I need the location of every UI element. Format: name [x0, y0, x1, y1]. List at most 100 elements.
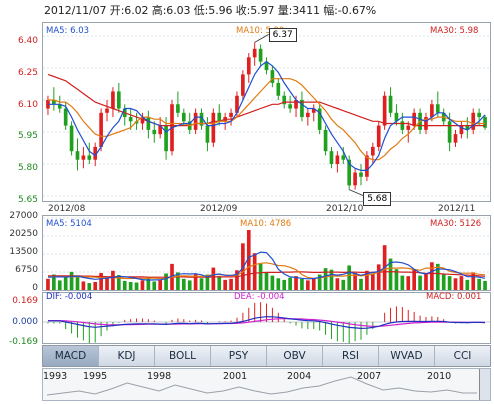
candle-body — [152, 129, 157, 135]
candle-body — [146, 117, 151, 130]
volume-bar — [418, 275, 422, 290]
timeline-year: 1993 — [43, 371, 68, 382]
volume-ytick: 27000 — [9, 211, 38, 221]
candle-body — [300, 100, 304, 118]
x-label: 2012/10 — [326, 204, 364, 214]
timeline-year: 1998 — [147, 371, 172, 382]
volume-bar — [294, 276, 298, 290]
dea-legend: DEA: -0.004 — [234, 292, 285, 302]
volume-bar — [335, 278, 340, 290]
tab-wvad[interactable]: WVAD — [379, 346, 435, 366]
volume-bar — [424, 272, 428, 290]
tab-psy[interactable]: PSY — [211, 346, 267, 366]
candle-body — [81, 155, 86, 160]
candle-body — [447, 121, 452, 143]
candle-body — [63, 108, 68, 126]
candle-body — [394, 112, 399, 122]
dif-legend: DIF: -0.004 — [46, 292, 93, 302]
candle-body — [111, 91, 115, 109]
volume-bar — [306, 280, 310, 290]
candle-body — [199, 112, 204, 126]
price-panel[interactable] — [42, 22, 491, 202]
candle-body — [424, 117, 428, 130]
price-ytick: 6.40 — [17, 36, 38, 46]
volume-bar — [435, 263, 440, 290]
volume-bar — [471, 272, 476, 290]
candle-body — [359, 172, 363, 177]
candle-body — [465, 125, 470, 130]
ma10-line — [48, 78, 485, 161]
price-ytick: 6.25 — [17, 68, 38, 78]
vol-ma10-legend: MA10: 4786 — [240, 219, 292, 229]
volume-bar — [276, 278, 281, 290]
high-callout-leader — [254, 34, 269, 43]
candle-body — [117, 91, 121, 109]
volume-bar — [370, 273, 375, 290]
volume-bar — [300, 278, 304, 290]
candle-body — [99, 112, 103, 147]
volume-bar — [75, 276, 80, 290]
volume-bar — [329, 269, 334, 290]
tab-obv[interactable]: OBV — [267, 346, 323, 366]
volume-bar — [241, 243, 245, 290]
candle-body — [341, 155, 346, 160]
candle-body — [158, 125, 163, 135]
candle-body — [335, 155, 340, 164]
volume-bar — [365, 270, 369, 290]
candle-body — [471, 112, 476, 130]
price-ytick: 5.65 — [17, 195, 38, 205]
volume-ytick: 6750 — [15, 265, 38, 275]
volume-bar — [217, 276, 222, 290]
candle-body — [282, 95, 287, 105]
volume-bar — [288, 277, 292, 290]
timeline-navigator[interactable]: 1993 1995 1998 2001 2004 2007 2010 — [42, 368, 491, 401]
candle-body — [205, 125, 210, 143]
volume-bar — [347, 265, 352, 290]
low-callout-leader — [349, 189, 364, 196]
tab-macd[interactable]: MACD — [43, 346, 99, 366]
candle-body — [176, 104, 180, 113]
volume-bar — [146, 277, 151, 290]
candle-body — [235, 95, 239, 113]
tab-rsi[interactable]: RSI — [323, 346, 379, 366]
volume-bar — [477, 278, 481, 290]
volume-bar — [158, 279, 163, 290]
candle-body — [75, 151, 80, 160]
volume-bar — [105, 278, 109, 290]
volume-bar — [52, 274, 56, 290]
volume-bar — [69, 271, 74, 290]
ma5-line — [48, 60, 486, 171]
volume-bar — [229, 278, 233, 290]
timeline-year: 1995 — [83, 371, 108, 382]
candle-body — [217, 112, 222, 122]
tab-cci[interactable]: CCI — [453, 350, 472, 362]
candle-body — [376, 125, 381, 147]
candle-body — [134, 121, 139, 124]
candle-body — [211, 112, 216, 143]
ma5-legend: MA5: 6.03 — [46, 26, 90, 36]
volume-bar — [223, 279, 227, 290]
timeline-range-handle[interactable] — [479, 369, 490, 400]
price-ytick: 5.80 — [17, 163, 38, 173]
volume-bar — [193, 274, 198, 290]
volume-bar — [122, 280, 127, 290]
candle-body — [412, 112, 416, 126]
candle-body — [323, 129, 328, 152]
volume-bar — [353, 272, 357, 290]
vol-ma30-legend: MA30: 5126 — [430, 219, 482, 229]
x-label: 2012/11 — [438, 204, 476, 214]
high-price-callout: 6.37 — [268, 28, 297, 43]
volume-bar — [341, 279, 346, 290]
macd-ytick: 0.169 — [12, 296, 38, 306]
volume-ytick: 20250 — [9, 229, 38, 239]
volume-bar — [152, 281, 157, 290]
candle-body — [193, 112, 198, 130]
candle-body — [93, 146, 98, 160]
candle-body — [329, 151, 334, 164]
candle-body — [365, 155, 369, 177]
tab-kdj[interactable]: KDJ — [99, 346, 155, 366]
tab-boll[interactable]: BOLL — [155, 346, 211, 366]
volume-bar — [441, 273, 446, 290]
candle-body — [246, 57, 251, 75]
